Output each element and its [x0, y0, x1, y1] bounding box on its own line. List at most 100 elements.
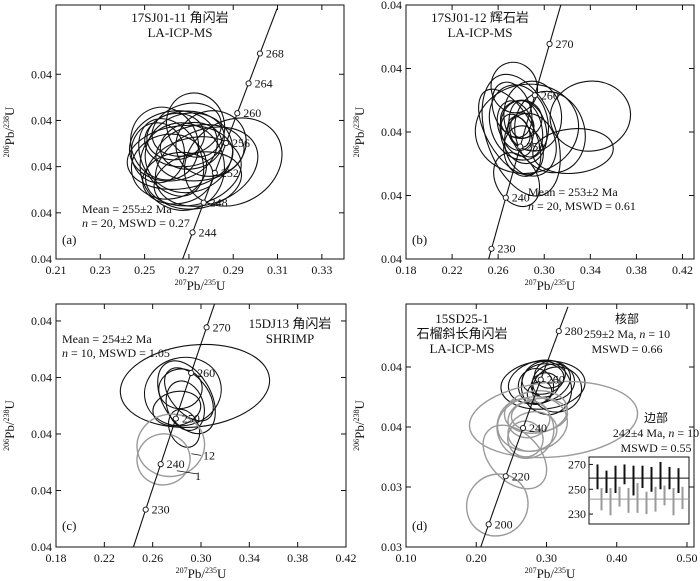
x-axis-label-base1: Pb: [537, 278, 551, 293]
x-axis-label-slash: /: [201, 566, 205, 581]
error-ellipse: [500, 360, 586, 410]
y-tick-label: 0.04: [381, 189, 402, 203]
x-axis-label-base2: U: [566, 278, 576, 293]
y-tick-label: 0.04: [31, 314, 52, 328]
x-tick-label: 0.42: [672, 263, 693, 277]
error-ellipse: [146, 112, 205, 161]
stats-n: n: [82, 216, 88, 230]
concordia-age-marker: [488, 245, 495, 252]
x-tick-label: 0.38: [626, 263, 647, 277]
x-axis-label-text: 207Pb/235U: [176, 566, 227, 581]
x-tick-label: 0.18: [396, 263, 417, 277]
y-axis-label-slash: /: [2, 128, 17, 132]
concordia-curve: [488, 5, 562, 259]
x-axis-label-slash: /: [550, 278, 554, 293]
y-axis-label-base2: U: [2, 400, 17, 410]
concordia-age-marker: [211, 169, 218, 176]
concordia-age-marker: [203, 324, 210, 331]
stats-rest: = 20, MSWD = 0.61: [534, 199, 636, 213]
group-label: 259±2 Ma, n = 10: [584, 327, 670, 341]
stats-text: Mean = 254±2 Ma: [62, 332, 152, 346]
y-axis-label-text: 206Pb/238U: [2, 106, 17, 157]
error-ellipse: [158, 368, 203, 410]
y-tick-label: 0.04: [381, 62, 402, 76]
error-ellipse: [493, 152, 541, 208]
y-tick-label: 0.03: [381, 540, 402, 554]
concordia-age-label: 200: [495, 517, 513, 531]
x-axis-label-base2: U: [217, 566, 227, 581]
error-ellipse: [488, 84, 549, 161]
y-tick-label: 0.04: [31, 427, 52, 441]
x-tick-label: 0.50: [676, 551, 697, 565]
x-axis-label-sup1: 207: [525, 566, 537, 575]
x-axis-label-text: 207Pb/235U: [175, 278, 226, 293]
inset-y-tick-label: 230: [568, 507, 586, 521]
x-tick-label: 0.22: [442, 263, 463, 277]
error-ellipse: [549, 80, 632, 152]
y-axis-label: 206Pb/238U: [352, 106, 367, 157]
error-ellipse: [154, 126, 259, 207]
x-tick-label: 0.34: [239, 551, 260, 565]
x-axis-label-sup1: 207: [525, 278, 537, 287]
x-axis-label-sup1: 207: [176, 566, 188, 575]
y-axis-label-base1: Pb: [352, 132, 367, 146]
sample-title: 17SJ01-11 角闪岩: [131, 10, 228, 25]
concordia-age-marker: [502, 194, 509, 201]
error-ellipse: [478, 88, 542, 176]
x-axis-label-slash: /: [200, 278, 204, 293]
concordia-age-marker: [172, 415, 179, 422]
y-axis-label: 206Pb/238U: [352, 400, 367, 451]
error-ellipse: [532, 128, 614, 175]
concordia-age-marker: [142, 506, 149, 513]
concordia-age-label: 240: [512, 191, 530, 205]
x-tick-label: 0.18: [46, 551, 67, 565]
error-ellipse: [138, 118, 205, 197]
stats-n: n: [62, 346, 68, 360]
group-label-n: n: [639, 327, 645, 341]
y-tick-label: 0.03: [381, 480, 402, 494]
x-tick-label: 0.21: [46, 263, 67, 277]
concordia-age-label: 240: [167, 457, 185, 471]
sample-title: LA-ICP-MS: [429, 341, 494, 356]
concordia-age-label: 256: [232, 136, 250, 150]
concordia-age-marker: [200, 199, 207, 206]
x-axis-label-slash: /: [550, 566, 554, 581]
concordia-age-marker: [502, 473, 509, 480]
x-tick-label: 0.20: [466, 551, 487, 565]
x-axis-label: 207Pb/235U: [525, 278, 576, 293]
error-ellipse: [491, 81, 533, 138]
y-axis-label-text: 206Pb/238U: [352, 106, 367, 157]
error-ellipse: [152, 390, 202, 427]
group-label-post: = 10: [674, 426, 699, 440]
plot-area: 244 248 252 256 260 264 268: [126, 8, 284, 259]
inset-y-tick-label: 270: [568, 457, 586, 471]
outlier-leader: [191, 453, 202, 456]
concordia-age-marker: [189, 229, 196, 236]
error-ellipse: [143, 356, 222, 427]
sample-title: 15SD25-1: [435, 311, 488, 326]
concordia-age-marker: [555, 328, 562, 335]
error-ellipse: [508, 100, 544, 158]
x-tick-label: 0.30: [534, 263, 555, 277]
y-axis-label-sup2: 238: [352, 410, 361, 422]
panel-b: 0.18 0.22 0.26 0.30 0.34 0.38 0.42 0.04 0.04 0.04…: [352, 0, 695, 293]
concordia-age-label: 270: [213, 320, 231, 334]
panel-a: 0.21 0.23 0.25 0.27 0.29 0.31 0.33 0.04 0.04 0.04…: [2, 4, 345, 293]
y-tick-label: 0.04: [381, 0, 402, 12]
x-axis-label-base1: Pb: [188, 566, 202, 581]
concordia-age-label: 260: [197, 366, 215, 380]
x-axis-label-base1: Pb: [537, 566, 551, 581]
stats-rest: = 10, MSWD = 1.05: [68, 346, 170, 360]
concordia-age-marker: [188, 369, 195, 377]
concordia-age-label: 268: [266, 47, 284, 61]
concordia-age-label: 260: [541, 88, 559, 102]
y-axis-label-base1: Pb: [2, 132, 17, 146]
error-ellipse: [130, 122, 186, 184]
panel-c: 0.18 0.22 0.26 0.30 0.34 0.38 0.42 0.04 0.04 0.04…: [2, 303, 357, 581]
y-tick-label: 0.04: [31, 160, 52, 174]
error-ellipse: [531, 366, 583, 413]
x-tick-label: 0.33: [311, 263, 332, 277]
concordia-age-marker: [520, 424, 527, 432]
x-axis-label-sup2: 235: [554, 278, 566, 287]
group-label-post: = 10: [645, 327, 670, 341]
